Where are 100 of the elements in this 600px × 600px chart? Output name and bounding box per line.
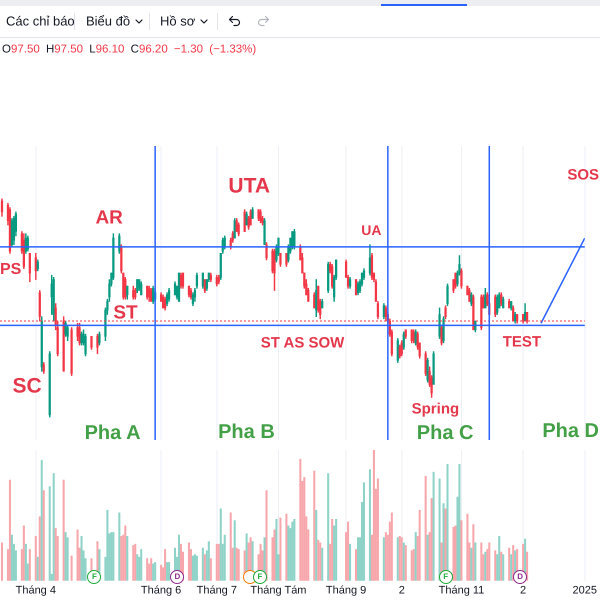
bar: [285, 514, 288, 581]
bar: [474, 542, 476, 581]
bar: [134, 544, 136, 581]
bar: [402, 542, 405, 581]
bar: [124, 526, 126, 581]
bar: [70, 556, 73, 581]
bar: [40, 460, 43, 581]
bar: [418, 510, 421, 581]
text: Pha A: [84, 422, 141, 444]
bar: [126, 536, 128, 581]
bar: [414, 532, 417, 581]
text: Pha D: [542, 420, 599, 442]
bar: [275, 518, 278, 581]
text: Hồ sơ: [160, 14, 196, 28]
bar: [34, 536, 37, 581]
bar: [500, 552, 502, 581]
bar: [331, 518, 334, 581]
bar: [430, 498, 433, 581]
annotation: UA: [361, 222, 382, 238]
x-tick-label: 2025: [572, 584, 598, 596]
bar: [0, 542, 4, 581]
annotation: TEST: [502, 334, 542, 350]
bar: [452, 526, 455, 581]
bar: [327, 473, 330, 581]
bar: [466, 514, 468, 581]
bar: [460, 520, 462, 581]
bar: [470, 548, 472, 581]
bar: [204, 554, 206, 581]
bar: [106, 510, 108, 581]
bar: [196, 556, 198, 581]
bar: [384, 532, 387, 581]
bar: [313, 470, 316, 581]
x-tick-label: 2: [520, 584, 526, 596]
bar: [293, 518, 296, 581]
bar: [22, 526, 25, 581]
bar: [210, 558, 212, 581]
badge-icon: D: [170, 570, 184, 584]
badge-icon: D: [513, 570, 528, 584]
bar: [424, 476, 427, 581]
bar: [317, 540, 320, 581]
bar: [303, 477, 306, 581]
bar: [432, 472, 435, 581]
bar: [502, 554, 504, 581]
bar: [438, 478, 441, 581]
x-tick-label: Tháng 9: [326, 584, 366, 596]
bar: [166, 562, 168, 581]
bar: [265, 490, 268, 581]
annotation: SC: [12, 374, 42, 398]
bar: [426, 534, 429, 581]
bar: [390, 512, 393, 581]
bar: [154, 562, 156, 581]
text: UTA: [228, 174, 270, 198]
bar: [494, 550, 496, 581]
bar: [488, 542, 490, 581]
bar: [279, 518, 282, 581]
x-tick-label: Tháng 11: [438, 584, 484, 596]
bar: [362, 482, 366, 581]
x-tick-label: 2: [398, 584, 405, 596]
bar: [319, 542, 322, 581]
badge-icon: F: [438, 570, 453, 584]
text: Pha C: [416, 422, 474, 444]
bar: [347, 522, 350, 581]
bar: [404, 545, 407, 581]
bar: [230, 512, 232, 581]
bar: [146, 558, 148, 581]
bar: [484, 552, 486, 581]
bar: [208, 541, 210, 581]
bar: [238, 549, 240, 581]
bar: [220, 508, 222, 581]
bar: [287, 526, 290, 581]
annotation: Spring: [412, 400, 460, 418]
text: Các chỉ báo: [6, 14, 75, 28]
bar: [412, 549, 415, 581]
bar: [42, 490, 45, 581]
bar: [192, 556, 194, 581]
bar: [120, 536, 122, 581]
bar: [355, 549, 358, 581]
annotation: ST AS SOW: [260, 334, 344, 352]
bar: [508, 548, 510, 581]
bar: [52, 473, 55, 581]
x-tick-label: Tháng 4: [16, 584, 56, 596]
bar: [349, 544, 352, 581]
bar: [64, 532, 67, 581]
bar: [188, 542, 190, 581]
bar: [202, 548, 204, 581]
text: Pha B: [218, 421, 275, 443]
bar: [498, 536, 500, 581]
bar: [410, 550, 413, 581]
x-tick-label: Tháng 6: [140, 584, 182, 596]
bar: [480, 542, 482, 581]
annotation: PS: [0, 261, 22, 278]
bar: [152, 563, 154, 581]
text: Biểu đồ: [86, 14, 130, 28]
badge-icon: F: [87, 570, 102, 584]
bar: [164, 549, 166, 581]
bar: [315, 510, 318, 581]
bar: [118, 512, 120, 581]
bar: [458, 464, 460, 581]
bar: [28, 549, 31, 581]
bar: [54, 528, 57, 581]
